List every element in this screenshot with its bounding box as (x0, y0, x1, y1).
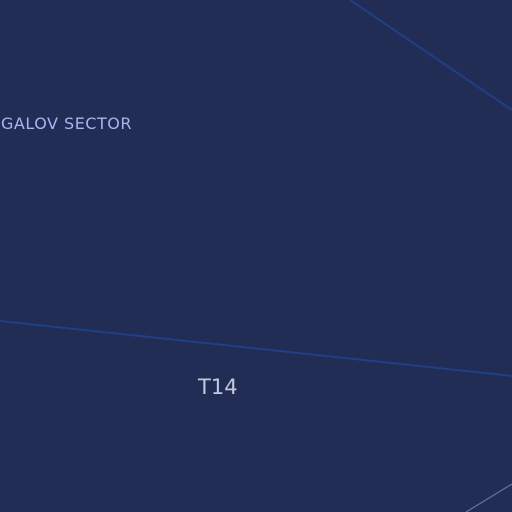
edge-line-southeast (465, 483, 512, 512)
system-label[interactable]: T14 (198, 375, 238, 399)
route-line-northeast (349, 0, 512, 111)
route-line-horizontal (0, 320, 512, 377)
sector-label: GALOV SECTOR (1, 114, 132, 133)
